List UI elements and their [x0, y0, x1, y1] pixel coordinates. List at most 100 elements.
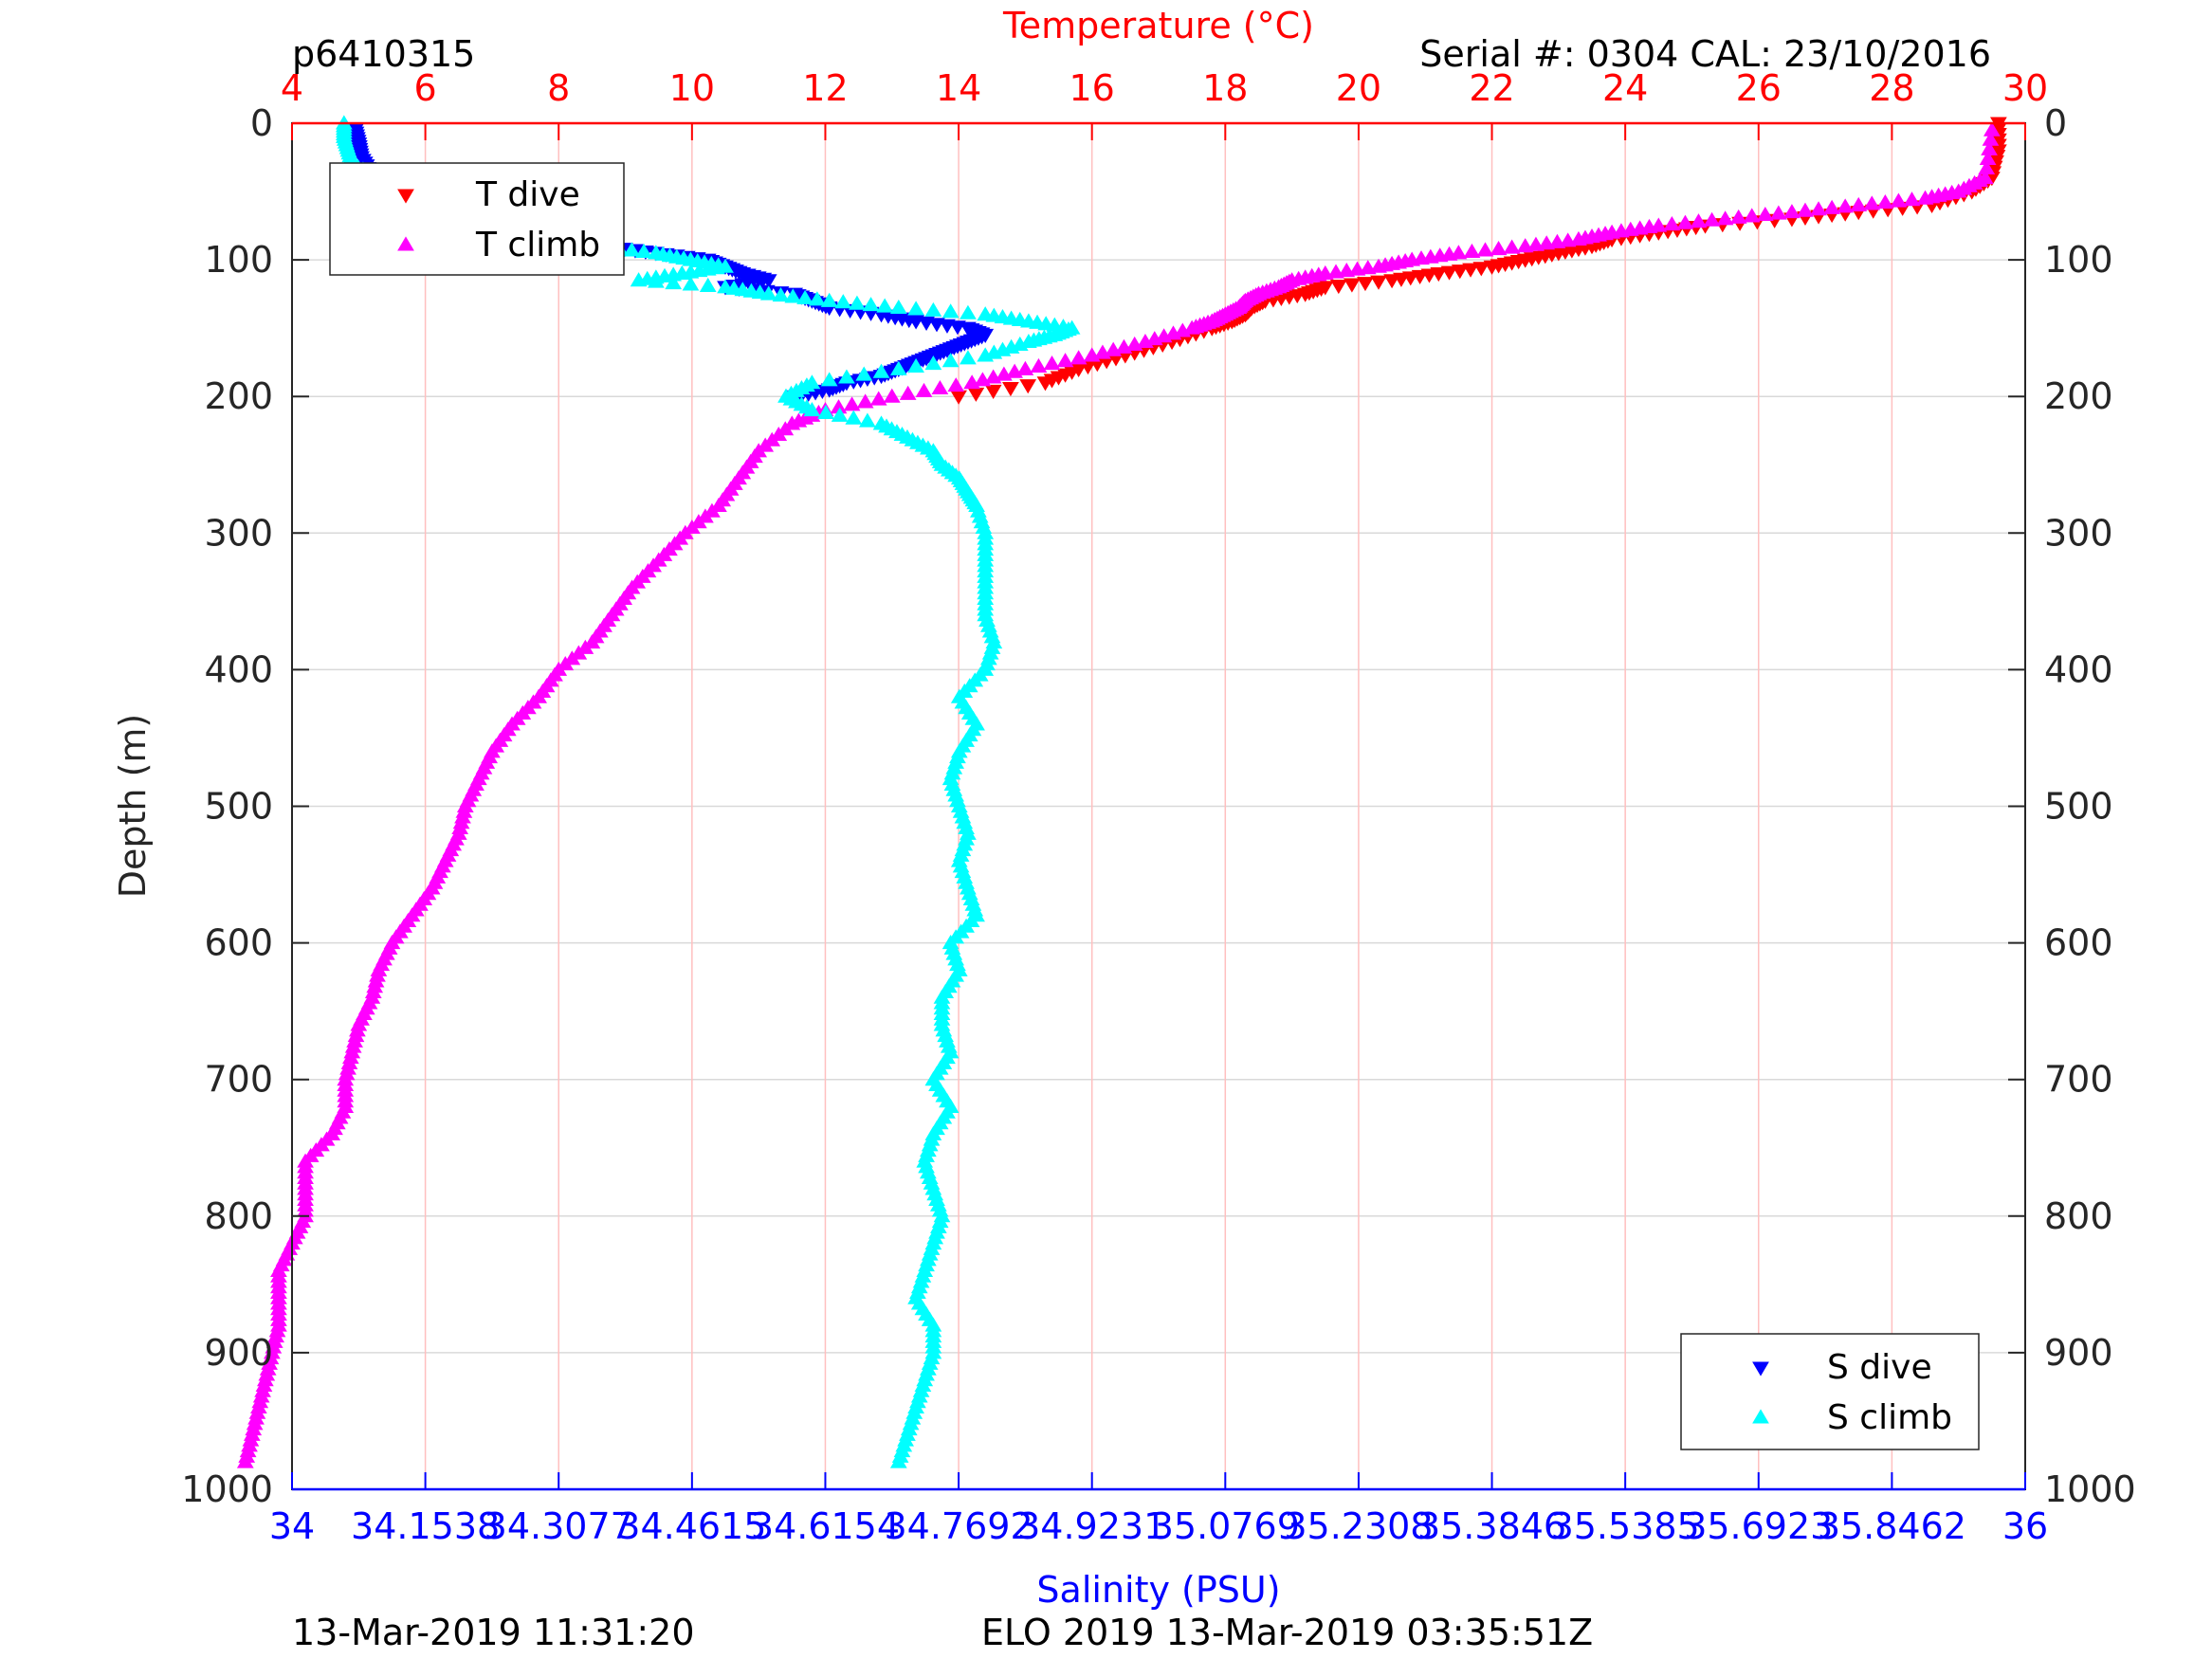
t-climb-marker	[1810, 201, 1827, 216]
t-climb-marker	[1338, 263, 1356, 278]
depth-tick-label-left: 900	[204, 1332, 273, 1374]
s-climb-marker	[1011, 336, 1029, 351]
s-climb-marker	[985, 344, 1003, 359]
s-climb-marker	[838, 369, 855, 384]
depth-tick-label-left: 400	[204, 648, 273, 690]
s-climb-marker	[820, 292, 838, 307]
s-climb-marker	[977, 347, 995, 362]
t-climb-marker	[1516, 238, 1534, 253]
legend-t-dive-label: T dive	[475, 175, 580, 214]
t-climb-marker	[1903, 191, 1921, 207]
series-t-climb	[236, 121, 2001, 1468]
s-climb-marker	[924, 356, 942, 371]
s-climb-marker	[960, 304, 977, 319]
temperature-axis-title: Temperature (°C)	[1002, 5, 1314, 46]
temperature-tick-label: 6	[414, 67, 437, 109]
s-climb-marker	[845, 410, 863, 425]
t-dive-marker	[1019, 379, 1037, 394]
t-climb-marker	[1863, 195, 1881, 210]
depth-tick-label-left: 200	[204, 375, 273, 417]
temperature-tick-label: 10	[669, 67, 715, 109]
s-climb-marker	[630, 272, 648, 287]
t-climb-marker	[1164, 325, 1182, 340]
t-climb-marker	[1145, 331, 1163, 346]
t-climb-marker	[1559, 232, 1577, 247]
depth-axis-title: Depth (m)	[112, 714, 154, 899]
legend-s-climb-marker	[1752, 1409, 1769, 1424]
footer-timestamp-left: 13-Mar-2019 11:31:20	[292, 1612, 695, 1653]
s-climb-marker	[682, 276, 700, 291]
t-climb-marker	[996, 366, 1013, 381]
t-climb-marker	[1094, 344, 1111, 359]
legend-t-climb-label: T climb	[475, 226, 600, 264]
salinity-tick-label: 35.0769	[1151, 1505, 1300, 1547]
salinity-tick-label: 35.6923	[1684, 1505, 1833, 1547]
s-climb-marker	[784, 288, 802, 303]
legend-s-climb-glyph	[1752, 1409, 1769, 1424]
t-climb-marker	[1703, 211, 1721, 227]
depth-tick-label-left: 500	[204, 786, 273, 828]
t-dive-marker	[1344, 278, 1361, 293]
t-climb-marker	[1621, 221, 1639, 236]
depth-tick-label-left: 700	[204, 1059, 273, 1101]
t-climb-marker	[1359, 260, 1377, 275]
legend-salinity-box	[1680, 1333, 1980, 1450]
temperature-tick-label: 22	[1469, 67, 1514, 109]
s-climb-marker	[862, 297, 880, 312]
legend-t-climb-glyph	[397, 236, 414, 251]
legend-salinity: S dive S climb	[1680, 1333, 1980, 1450]
salinity-tick-label: 34.6154	[751, 1505, 900, 1547]
t-climb-marker	[1690, 213, 1708, 228]
t-climb-marker	[963, 374, 981, 390]
temperature-tick-label: 30	[2002, 67, 2048, 109]
t-climb-marker	[856, 393, 874, 409]
legend-s-dive-label: S dive	[1827, 1348, 1932, 1387]
s-climb-marker	[699, 277, 717, 292]
t-climb-marker	[1137, 333, 1154, 349]
t-climb-marker	[1056, 353, 1074, 368]
depth-tick-label-right: 900	[2044, 1332, 2113, 1374]
salinity-axis-title: Salinity (PSU)	[1036, 1569, 1280, 1611]
depth-tick-label-right: 800	[2044, 1195, 2113, 1237]
profile-id: p6410315	[292, 33, 475, 75]
temperature-tick-label: 16	[1069, 67, 1115, 109]
t-climb-marker	[1431, 247, 1449, 263]
t-climb-marker	[1006, 363, 1024, 378]
depth-tick-label-left: 300	[204, 512, 273, 554]
t-climb-marker	[1676, 214, 1694, 229]
temperature-tick-label: 4	[281, 67, 303, 109]
t-dive-marker	[1036, 376, 1054, 392]
t-climb-marker	[1756, 206, 1774, 222]
t-climb-marker	[1125, 336, 1143, 351]
t-climb-marker	[1640, 218, 1658, 234]
salinity-tick-label: 36	[2002, 1505, 2048, 1547]
s-climb-marker	[772, 286, 790, 302]
t-climb-marker	[1729, 209, 1747, 224]
t-climb-marker	[947, 377, 965, 392]
t-climb-marker	[1916, 190, 1934, 205]
t-climb-marker	[984, 369, 1002, 384]
legend-s-climb-label: S climb	[1827, 1398, 1952, 1437]
salinity-tick-label: 34.4615	[617, 1505, 766, 1547]
t-climb-marker	[1183, 319, 1201, 335]
s-climb-marker	[907, 357, 924, 373]
t-climb-marker	[1650, 217, 1668, 232]
salinity-tick-label: 35.8462	[1818, 1505, 1966, 1547]
depth-tick-label-right: 300	[2044, 512, 2113, 554]
s-climb-marker	[809, 291, 826, 306]
t-climb-marker	[1503, 239, 1521, 254]
s-climb-marker	[876, 298, 894, 313]
legend-temperature: T dive T climb	[329, 162, 625, 276]
temperature-tick-label: 24	[1602, 67, 1648, 109]
t-climb-marker	[1115, 338, 1133, 354]
temperature-tick-label: 26	[1736, 67, 1782, 109]
t-climb-marker	[869, 391, 887, 406]
t-dive-marker	[1383, 274, 1400, 289]
t-climb-marker	[1370, 258, 1387, 273]
s-climb-marker	[941, 353, 960, 368]
s-climb-marker	[648, 273, 665, 288]
s-climb-marker	[889, 299, 907, 315]
t-climb-marker	[1083, 347, 1101, 362]
t-dive-marker	[1357, 277, 1374, 292]
